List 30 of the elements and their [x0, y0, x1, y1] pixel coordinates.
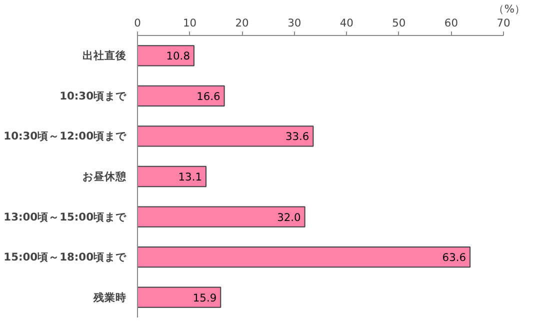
x-tick-label: 70	[496, 16, 510, 30]
y-tick-label: 10:30頃まで	[60, 89, 128, 102]
data-label: 32.0	[277, 210, 302, 224]
x-tick-label: 10	[183, 16, 197, 30]
y-tick-label: 残業時	[92, 290, 126, 304]
bar	[138, 126, 314, 147]
bar	[138, 246, 471, 268]
data-label: 63.6	[442, 251, 466, 264]
bar	[138, 45, 194, 66]
x-tick-label: 60	[444, 16, 458, 30]
y-tick-label: 15:00頃～18:00頃まで	[4, 250, 128, 264]
data-label: 13.1	[178, 170, 202, 184]
data-label: 16.6	[196, 90, 221, 103]
x-axis-title: （%）	[493, 2, 526, 16]
y-tick-label: 13:00頃～15:00頃まで	[4, 210, 128, 224]
y-tick-label: お昼休憩	[82, 170, 128, 183]
bar	[138, 166, 206, 188]
data-label: 33.6	[285, 130, 310, 144]
bar	[138, 206, 306, 228]
x-tick-label: 20	[235, 16, 250, 30]
x-tick-label: 30	[288, 16, 302, 30]
data-label: 10.8	[166, 50, 190, 63]
bar	[138, 85, 225, 106]
x-tick-label: 40	[340, 16, 354, 30]
x-tick-label: 50	[392, 16, 406, 30]
y-tick-label: 出社直後	[82, 49, 126, 62]
x-tick-label: 0	[134, 16, 142, 30]
bar	[138, 286, 222, 308]
y-tick-label: 10:30頃～12:00頃まで	[4, 130, 128, 143]
data-label: 15.9	[192, 291, 217, 304]
